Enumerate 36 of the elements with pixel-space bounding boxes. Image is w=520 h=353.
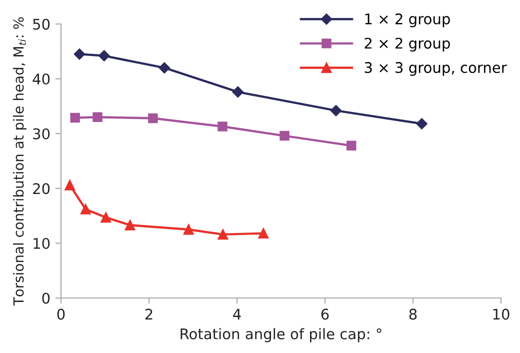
- x-tick-label: 10: [493, 308, 510, 320]
- point: [98, 50, 110, 62]
- point: [80, 204, 91, 214]
- point: [148, 113, 158, 124]
- x-tick-label: 8: [409, 308, 417, 320]
- point: [74, 48, 86, 60]
- point: [64, 180, 76, 190]
- point: [124, 220, 136, 230]
- point: [183, 224, 194, 235]
- point: [258, 228, 269, 239]
- x-axis-title: Rotation angle of pile cap: °: [180, 328, 382, 342]
- x-tick-label: 0: [57, 308, 65, 320]
- legend-label: 1 × 2 group: [365, 13, 450, 28]
- point: [280, 130, 290, 141]
- point: [158, 62, 170, 74]
- point: [70, 112, 80, 123]
- point: [218, 229, 228, 240]
- point: [218, 122, 228, 132]
- y-tick-label: 40: [32, 74, 50, 85]
- y-tick-label: 0: [42, 292, 50, 304]
- y-tick-label: 50: [33, 18, 50, 30]
- y-axis-title: Torsional contribution at pile head, M$_{ti}$: %: [13, 17, 26, 306]
- y-tick-label: 30: [33, 128, 50, 140]
- point: [330, 104, 342, 116]
- legend-label: 2 × 2 group: [364, 38, 450, 52]
- point: [346, 140, 356, 151]
- point: [416, 118, 428, 130]
- point: [232, 86, 244, 98]
- legend-label: 3 × 3 group, corner: [364, 62, 507, 76]
- y-tick-label: 10: [34, 238, 50, 249]
- x-tick-label: 2: [145, 308, 152, 320]
- x-tick-label: 6: [321, 308, 329, 320]
- point: [100, 212, 112, 223]
- point: [92, 112, 102, 122]
- x-tick-label: 4: [233, 308, 241, 320]
- y-tick-label: 20: [33, 183, 50, 194]
